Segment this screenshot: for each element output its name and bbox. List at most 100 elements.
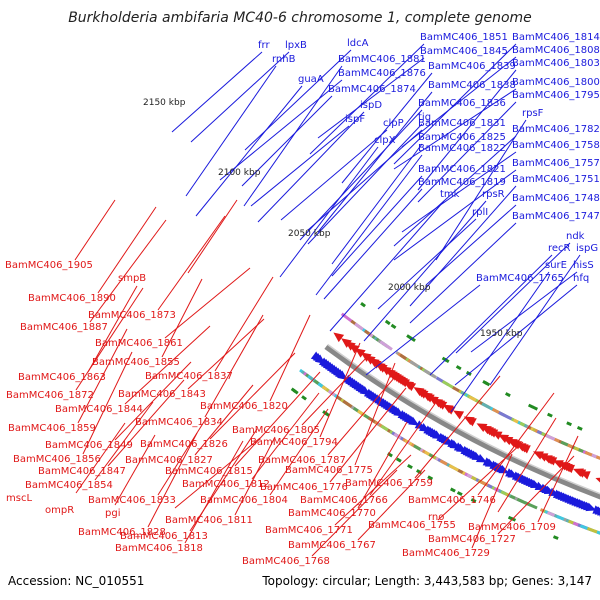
reverse-gene-label: BamMC406_1771 bbox=[265, 525, 353, 536]
reverse-gene-arrow bbox=[453, 410, 465, 420]
forward-gene-leader bbox=[401, 56, 517, 148]
reverse-gene-label: rno bbox=[428, 512, 444, 523]
reverse-gene-label: BamMC406_1775 bbox=[285, 465, 373, 476]
reverse-gene-leader bbox=[301, 354, 370, 426]
forward-gene-label: BamMC406_1839 bbox=[428, 61, 516, 72]
rna-marker bbox=[395, 457, 402, 463]
rna-marker bbox=[576, 426, 583, 431]
reverse-gene-label: BamMC406_1844 bbox=[55, 404, 143, 415]
reverse-gene-arrow bbox=[354, 348, 366, 358]
forward-gene-label: BamMC406_1757 bbox=[512, 158, 600, 169]
forward-gene-label: BamMC406_1800 bbox=[512, 77, 600, 88]
reverse-gene-leader bbox=[234, 436, 276, 516]
forward-gene-label: lpxB bbox=[285, 40, 307, 51]
forward-gene-leader bbox=[243, 65, 343, 207]
reverse-gene-label: BamMC406_1855 bbox=[92, 357, 180, 368]
reverse-gene-leader bbox=[161, 278, 203, 358]
reverse-gene-arrow bbox=[465, 417, 477, 427]
reverse-gene-leader bbox=[94, 401, 154, 481]
reverse-gene-leader bbox=[147, 432, 198, 528]
reverse-gene-leader bbox=[319, 342, 361, 438]
reverse-cog-block bbox=[379, 340, 393, 351]
forward-gene-label: BamMC406_1795 bbox=[512, 90, 600, 101]
reverse-gene-label: BamMC406_1873 bbox=[88, 310, 176, 321]
reverse-gene-leader bbox=[75, 287, 144, 391]
reverse-gene-arrow bbox=[476, 423, 488, 433]
reverse-gene-leader bbox=[114, 361, 192, 441]
forward-gene-label: BamMC406_1838 bbox=[428, 80, 516, 91]
forward-gene-label: BamMC406_1747 bbox=[512, 211, 600, 222]
forward-gene-label: BamMC406_1751 bbox=[512, 174, 600, 185]
forward-gene-label: BamMC406_1836 bbox=[418, 98, 506, 109]
rna-marker bbox=[566, 421, 572, 427]
genome-stats-text: Topology: circular; Length: 3,443,583 bp… bbox=[261, 574, 592, 588]
forward-gene-leader bbox=[309, 43, 425, 155]
reverse-gene-leader bbox=[184, 440, 244, 544]
reverse-gene-arrow bbox=[519, 445, 531, 454]
reverse-gene-label: BamMC406_1759 bbox=[345, 478, 433, 489]
forward-gene-leader bbox=[365, 284, 481, 376]
reverse-gene-leader bbox=[157, 215, 226, 311]
reverse-gene-arrow bbox=[487, 429, 499, 438]
rna-marker bbox=[504, 392, 511, 398]
reverse-gene-leader bbox=[497, 455, 575, 535]
forward-gene-label: ispF bbox=[345, 114, 365, 125]
reverse-gene-label: BamMC406_1766 bbox=[300, 495, 388, 506]
reverse-gene-leader bbox=[89, 219, 167, 323]
reverse-gene-label: BamMC406_1887 bbox=[20, 322, 108, 333]
reverse-gene-leader bbox=[497, 417, 557, 513]
reverse-gene-label: BamMC406_1815 bbox=[165, 466, 253, 477]
scale-label: 1950 kbp bbox=[480, 329, 523, 339]
forward-gene-leader bbox=[393, 169, 517, 261]
forward-gene-label: surE bbox=[545, 260, 567, 271]
reverse-gene-leader bbox=[327, 376, 396, 456]
reverse-gene-arrow bbox=[427, 395, 439, 405]
reverse-gene-label: BamMC406_1856 bbox=[13, 454, 101, 465]
reverse-gene-label: BamMC406_1834 bbox=[135, 417, 223, 428]
forward-gene-arrow bbox=[597, 507, 600, 516]
reverse-gene-label: BamMC406_1811 bbox=[165, 515, 253, 526]
forward-gene-leader bbox=[429, 254, 553, 376]
reverse-gene-arrow bbox=[579, 471, 591, 480]
forward-gene-arrow bbox=[475, 453, 487, 463]
reverse-gene-leader bbox=[187, 199, 238, 274]
reverse-gene-label: BamMC406_1827 bbox=[125, 455, 213, 466]
reverse-gene-label: BamMC406_1859 bbox=[8, 423, 96, 434]
forward-gene-leader bbox=[435, 119, 527, 261]
reverse-gene-leader bbox=[74, 199, 116, 261]
reverse-gene-leader bbox=[82, 351, 133, 455]
forward-gene-label: BamMC406_1831 bbox=[418, 118, 506, 129]
reverse-gene-leader bbox=[97, 206, 157, 294]
rna-marker bbox=[470, 498, 477, 503]
forward-gene-leader bbox=[185, 65, 277, 197]
forward-gene-label: rpsR bbox=[482, 189, 505, 200]
reverse-gene-label: BamMC406_1755 bbox=[368, 520, 456, 531]
forward-gene-label: rnhB bbox=[272, 54, 296, 65]
rna-marker bbox=[292, 389, 299, 395]
forward-gene-leader bbox=[317, 91, 433, 233]
forward-gene-label: ispG bbox=[576, 243, 598, 254]
rna-marker bbox=[406, 334, 412, 340]
reverse-gene-arrow bbox=[436, 400, 448, 410]
reverse-gene-label: BamMC406_1746 bbox=[408, 495, 496, 506]
reverse-gene-arrow bbox=[575, 469, 587, 478]
reverse-gene-arrow bbox=[405, 381, 417, 392]
reverse-gene-label: mscL bbox=[6, 493, 32, 504]
accession-text: Accession: NC_010551 bbox=[8, 574, 144, 588]
reverse-gene-leader bbox=[414, 375, 501, 479]
forward-gene-leader bbox=[257, 111, 365, 223]
forward-gene-leader bbox=[417, 69, 517, 191]
reverse-gene-arrow bbox=[333, 332, 345, 343]
reverse-gene-leader bbox=[329, 387, 407, 483]
reverse-gene-label: BamMC406_1863 bbox=[18, 372, 106, 383]
map-title: Burkholderia ambifaria MC40-6 chromosome… bbox=[68, 10, 532, 26]
reverse-gene-label: BamMC406_1727 bbox=[428, 534, 516, 545]
reverse-gene-label: BamMC406_1787 bbox=[258, 455, 346, 466]
forward-gene-label: hfq bbox=[573, 273, 589, 284]
reverse-gene-leader bbox=[194, 384, 254, 456]
reverse-gene-label: BamMC406_1826 bbox=[140, 439, 228, 450]
reverse-gene-arrow bbox=[595, 477, 600, 483]
forward-gene-leader bbox=[329, 200, 445, 332]
forward-gene-label: BamMC406_1881 bbox=[338, 54, 426, 65]
forward-gene-label: BamMC406_1782 bbox=[512, 124, 600, 135]
